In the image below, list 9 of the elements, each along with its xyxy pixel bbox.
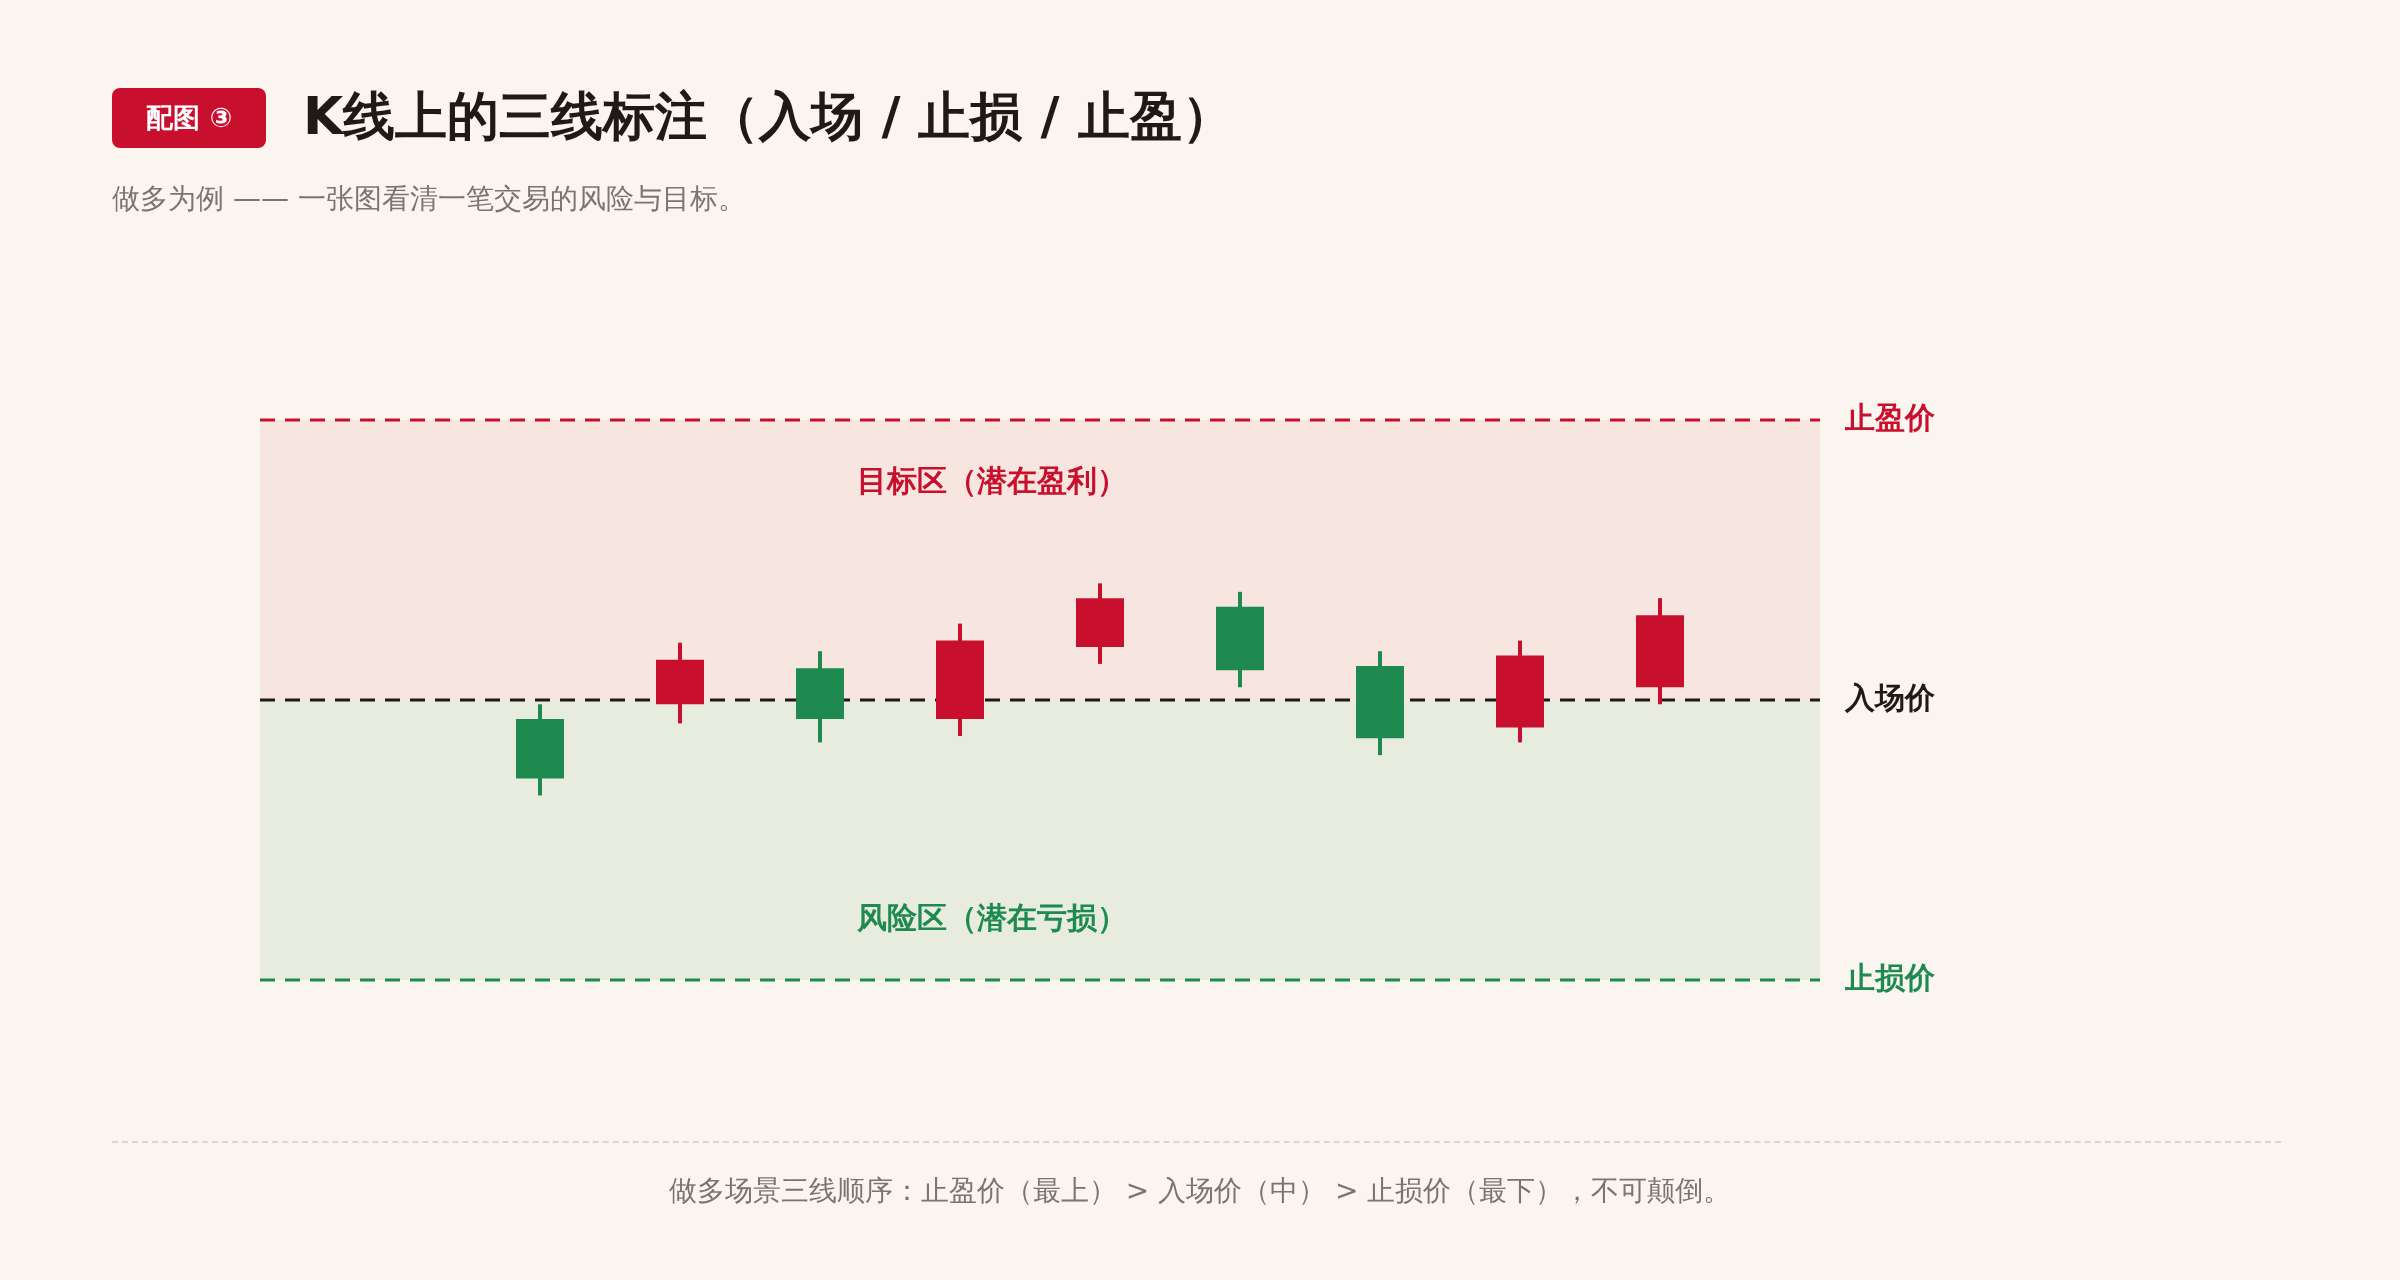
chart-subtitle: 做多为例 —— 一张图看清一笔交易的风险与目标。 [112,181,746,217]
ref-line-label: 入场价 [1844,679,1936,715]
text: 做多场景三线顺序：止盈价（最上） > 入场价（中） > 止损价（最下），不可颠倒。 [668,1174,1732,1207]
chart-title: K线上的三线标注（入场 / 止损 / 止盈） [303,85,1234,148]
band-label: 风险区（潜在亏损） [856,899,1127,935]
badge: 配图 ③ [112,88,267,148]
ref-line-label: 止损价 [1844,959,1936,995]
band-label: 目标区（潜在盈利） [857,462,1127,498]
ref-line-label: 止盈价 [1844,399,1936,435]
